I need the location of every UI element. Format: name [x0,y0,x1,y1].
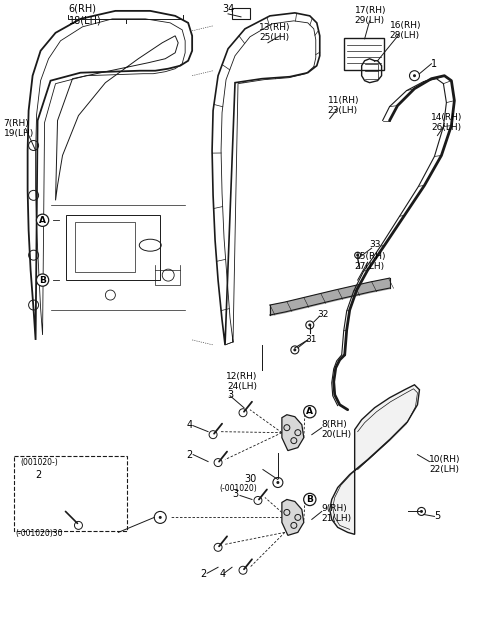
Circle shape [159,516,162,519]
Polygon shape [330,385,420,535]
Circle shape [308,323,312,326]
Text: 1: 1 [432,58,438,69]
Circle shape [293,348,296,352]
Text: 8(RH)
20(LH): 8(RH) 20(LH) [322,420,352,439]
Text: 13(RH)
25(LH): 13(RH) 25(LH) [259,23,291,42]
Text: 2: 2 [186,450,192,460]
Circle shape [413,74,416,77]
Text: 11(RH)
23(LH): 11(RH) 23(LH) [328,96,359,114]
Text: 34: 34 [222,4,234,14]
Text: 12(RH)
24(LH): 12(RH) 24(LH) [226,372,258,391]
Text: B: B [39,276,46,284]
Text: 3: 3 [232,489,238,499]
Text: 4: 4 [220,569,226,579]
Circle shape [276,481,279,484]
Text: 9(RH)
21(LH): 9(RH) 21(LH) [322,504,352,523]
Text: 4: 4 [186,420,192,430]
Text: 33: 33 [370,240,381,249]
Text: 17(RH)
29(LH): 17(RH) 29(LH) [355,6,386,25]
Circle shape [356,253,359,257]
Text: 32: 32 [318,310,329,319]
Text: 31: 31 [305,335,316,344]
Text: 14(RH)
26(LH): 14(RH) 26(LH) [432,113,463,131]
Text: 2: 2 [36,470,42,479]
Text: 5: 5 [434,511,441,521]
Text: (-001020): (-001020) [219,484,257,493]
Text: B: B [306,495,313,504]
Text: A: A [39,216,46,225]
Text: 2: 2 [200,569,206,579]
Polygon shape [282,415,304,450]
Text: 7(RH)
19(LH): 7(RH) 19(LH) [4,119,34,138]
Text: (001020-): (001020-) [21,457,59,467]
Text: 10(RH)
22(LH): 10(RH) 22(LH) [430,455,461,474]
Text: 3: 3 [227,390,233,400]
Text: 15(RH)
27(LH): 15(RH) 27(LH) [355,252,386,271]
Text: 6(RH)
18(LH): 6(RH) 18(LH) [69,4,101,25]
Circle shape [420,510,423,513]
Text: A: A [306,407,313,416]
Text: 16(RH)
28(LH): 16(RH) 28(LH) [390,21,421,40]
Polygon shape [282,499,304,535]
Text: (-001020)30: (-001020)30 [16,530,63,538]
Text: 30: 30 [244,474,256,484]
